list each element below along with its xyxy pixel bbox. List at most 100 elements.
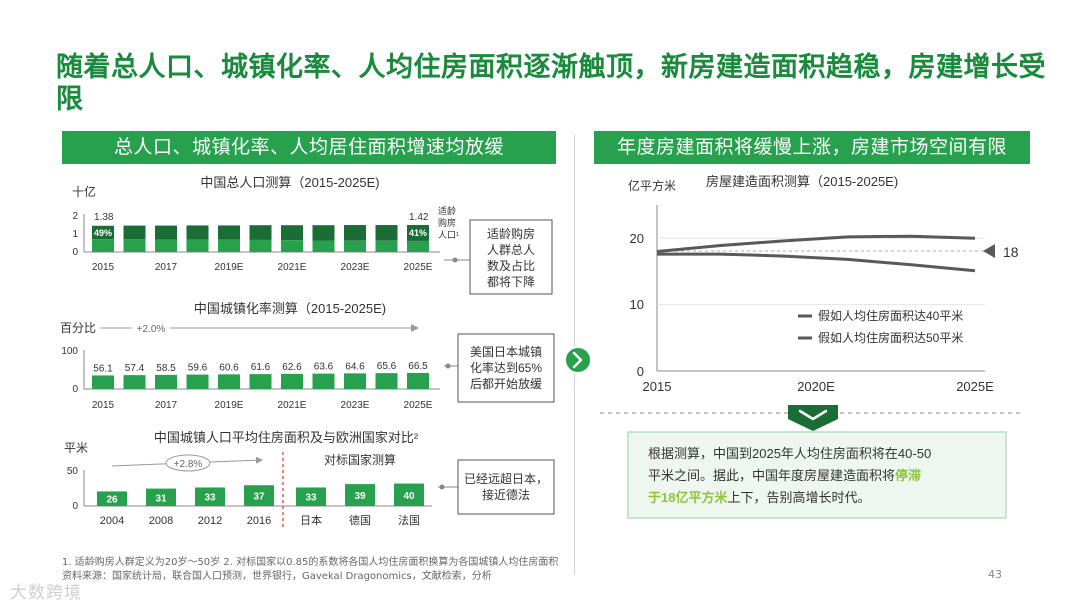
urbanization-value-label: 63.6 [314,362,334,373]
urbanization-x-tick: 2023E [341,400,370,411]
construction-series-line [657,252,976,273]
conclusion-text: 根据测算，中国到2025年人均住房面积将在40-50 平米之间。据此，中国年度房… [648,446,935,505]
conclusion-box [627,431,1007,519]
population-x-tick: 2025E [404,262,433,273]
living-area-value-label: 37 [253,492,265,503]
population-legend-note: 适龄 购房 人口¹ [438,205,459,240]
living-area-x-tick: 法国 [398,513,420,527]
urbanization-x-tick: 2019E [215,400,244,411]
living-area-x-tick: 德国 [349,513,371,527]
population-bar-rest [344,225,366,241]
conclusion-chevron [788,405,838,431]
urbanization-chart-title: 中国城镇化率测算（2015-2025E) [194,301,386,316]
urbanization-value-label: 64.6 [345,361,365,372]
population-bar-rest [155,225,177,240]
population-x-tick: 2015 [92,262,115,273]
population-bar-rest [312,225,335,241]
construction-y-unit: 亿平方米 [628,178,676,193]
chevron-down-icon [798,409,828,421]
construction-ytick-10: 10 [630,297,644,312]
urbanization-bar [218,374,240,389]
urbanization-value-label: 62.6 [282,362,302,373]
population-x-tick: 2017 [155,262,178,273]
living-area-bar [394,483,424,506]
construction-series-line [656,234,976,253]
urbanization-x-tick: 2025E [404,400,433,411]
urbanization-callout-box [457,333,555,403]
construction-chart: 亿平方米 房屋建造面积测算（2015-2025E) 20 10 0 18 201… [628,174,1019,394]
population-bar-share [92,239,114,252]
urbanization-value-label: 59.6 [188,363,208,374]
urbanization-bar [92,375,114,389]
urbanization-chart: 中国城镇化率测算（2015-2025E) 百分比 +2.0% 100 0 56.… [60,301,555,411]
living-area-bar [296,487,326,506]
construction-legend: 假如人均住房面积达40平米 假如人均住房面积达50平米 [798,308,963,345]
svg-text:人群总人: 人群总人 [487,243,535,257]
population-bar-share [344,240,366,252]
urbanization-ytick-0: 0 [72,384,78,395]
population-first-share-label: 49% [94,228,112,238]
living-area-bar [244,485,274,506]
source-line: 资料来源：国家统计局，联合国人口预测，世界银行，Gavekal Dragonom… [62,571,492,582]
population-bar-rest [375,225,398,241]
living-area-bar [195,487,225,506]
living-area-callout-box [457,459,555,515]
construction-x-tick: 2025E [956,379,994,394]
population-y-unit: 十亿 [72,184,96,199]
population-last-value-label: 1.42 [409,212,429,223]
urbanization-bar [249,374,272,389]
population-bar-share [186,239,209,252]
living-area-value-label: 31 [155,493,167,504]
left-section-banner: 总人口、城镇化率、人均居住面积增速均放缓 [62,131,556,164]
population-bar-share [249,239,272,252]
population-bar-rest [92,225,114,240]
urbanization-bar [281,373,303,389]
svg-text:后都开始放缓: 后都开始放缓 [470,376,542,391]
living-area-value-label: 33 [204,493,216,504]
legend-label-50: 假如人均住房面积达50平米 [818,330,963,345]
svg-text:接近德法: 接近德法 [482,487,530,502]
population-bar-rest [186,225,209,240]
svg-text:美国日本城镇: 美国日本城镇 [470,345,542,359]
urbanization-value-label: 60.6 [219,362,239,373]
svg-text:都将下降: 都将下降 [487,275,535,289]
living-area-x-tick: 2016 [247,515,271,527]
living-area-growth-label: +2.8% [174,459,203,470]
living-area-bar [97,491,127,506]
population-bar-rest [218,225,240,240]
living-area-x-tick: 日本 [300,513,322,527]
page-number: 43 [988,568,1002,581]
urbanization-bar [123,375,146,389]
footnote-line-1: 1. 适龄购房人群定义为20岁～50岁 2. 对标国家以0.85的系数将各国人均… [62,557,559,568]
construction-x-tick: 2015 [643,379,672,394]
urbanization-x-tick: 2017 [155,400,178,411]
population-callout-text: 适龄购房 人群总人 数及占比 都将下降 [487,226,535,289]
population-bar-share [155,239,177,252]
legend-label-40: 假如人均住房面积达40平米 [818,308,963,323]
urbanization-value-label: 58.5 [156,363,176,374]
urbanization-bar [186,374,209,389]
population-bar-share [407,240,429,252]
benchmark-label: 对标国家测算 [324,452,396,467]
urbanization-callout-text: 美国日本城镇 化率达到65% 后都开始放缓 [470,345,542,391]
urbanization-value-label: 65.6 [377,361,397,372]
urbanization-ytick-100: 100 [61,346,78,357]
svg-text:适龄: 适龄 [438,205,456,216]
living-area-value-label: 26 [106,495,118,506]
footnote: 1. 适龄购房人群定义为20岁～50岁 2. 对标国家以0.85的系数将各国人均… [62,556,662,584]
urbanization-bar [155,374,177,389]
urbanization-value-label: 66.5 [408,361,428,372]
population-bar-share [281,240,303,252]
population-first-value-label: 1.38 [94,212,114,223]
urbanization-y-unit: 百分比 [60,321,96,335]
chevron-right-icon [572,351,583,369]
population-last-share-label: 41% [409,228,427,238]
next-arrow-button [564,346,592,374]
population-ytick-1: 1 [72,229,78,240]
living-area-x-tick: 2008 [149,515,173,527]
living-area-ytick-0: 0 [72,501,78,512]
population-x-tick: 2023E [341,262,370,273]
living-area-bar [146,488,176,506]
watermark: 大数跨境 [10,583,82,603]
